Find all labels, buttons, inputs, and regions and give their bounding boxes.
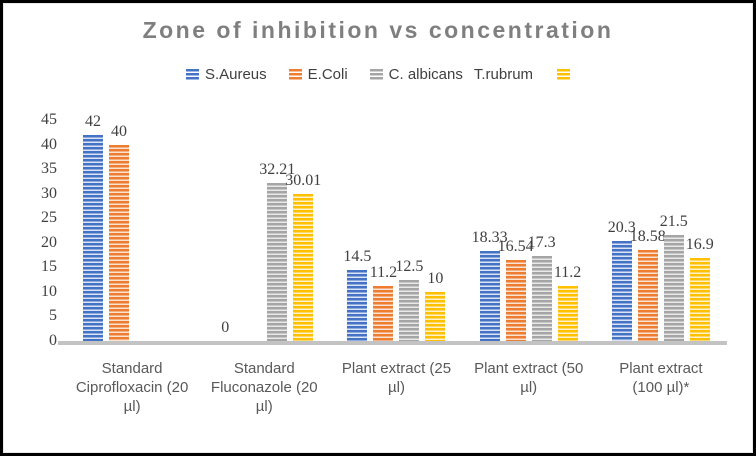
bar-trubrum: [689, 258, 710, 341]
legend-swatch-icon: [288, 68, 302, 81]
bar-value-label: 18.33: [471, 229, 508, 246]
bar-value-label: 11.2: [369, 264, 398, 281]
bar-value-label: 0: [221, 319, 230, 336]
y-axis-tick-label: 15: [41, 258, 57, 276]
legend-item-saureus: S.Aureus: [185, 66, 267, 83]
legend-label: S.Aureus: [204, 66, 267, 83]
bar-trubrum: [293, 194, 314, 341]
bar-calbicans: [267, 183, 288, 341]
legend-label: E.Coli: [307, 66, 348, 83]
y-axis-tick-label: 30: [41, 184, 57, 202]
bar-value-label: 16.54: [497, 238, 534, 255]
bar-saureus: [347, 270, 368, 341]
y-axis-tick-label: 20: [41, 233, 57, 251]
category-label: Standard Fluconazole (20 µl): [210, 360, 318, 415]
bar-saureus: [83, 135, 103, 341]
bar-value-label: 10: [427, 270, 444, 287]
y-axis-tick-label: 0: [49, 332, 57, 349]
bar-value-label: 32.21: [259, 161, 296, 178]
bar-value-label: 11.2: [553, 264, 582, 281]
bar-value-label: 18.58: [629, 228, 666, 245]
category-label: Standard Ciprofloxacin (20 µl): [75, 360, 189, 415]
bar-ecoli: [505, 260, 526, 341]
legend-item-calbicans: C. albicans: [369, 66, 463, 83]
bar-value-label: 21.5: [659, 213, 688, 230]
legend-label: C. albicans: [388, 66, 463, 83]
y-axis-tick-label: 35: [41, 160, 57, 178]
legend-item-trubrum: T.rubrum: [473, 66, 571, 83]
y-axis-tick-label: 45: [41, 111, 57, 128]
category-label: Plant extract (25 µl): [341, 360, 452, 396]
bar-trubrum: [557, 286, 578, 341]
bar-ecoli: [373, 286, 394, 341]
bar-value-label: 42: [85, 113, 101, 130]
bar-calbicans: [531, 256, 552, 341]
bar-value-label: 16.9: [685, 236, 714, 253]
y-axis-tick-label: 5: [49, 307, 57, 325]
legend-label: T.rubrum: [473, 66, 534, 83]
bar-saureus: [611, 241, 632, 341]
bar-ecoli: [637, 250, 658, 341]
bar-calbicans: [663, 235, 684, 341]
bar-value-label: 20.3: [607, 219, 636, 236]
y-axis-tick-label: 25: [41, 209, 57, 227]
x-axis-line: [58, 341, 727, 345]
bar-ecoli: [109, 145, 129, 341]
bar-value-label: 12.5: [395, 258, 424, 275]
legend-item-ecoli: E.Coli: [288, 66, 348, 83]
y-axis-tick-label: 40: [41, 135, 57, 153]
bar-value-label: 30.01: [285, 172, 322, 189]
bar-saureus: [479, 251, 500, 341]
chart-title: Zone of inhibition vs concentration: [142, 17, 614, 43]
legend-swatch-icon: [185, 68, 199, 81]
bar-trubrum: [425, 292, 446, 341]
category-label: Plant extract (100 µl)*: [619, 360, 703, 396]
bar-calbicans: [399, 280, 420, 341]
legend-swatch-icon: [557, 68, 571, 81]
y-axis-tick-label: 10: [41, 282, 57, 300]
legend: S.Aureus E.Coli C. albicans T.rubrum: [3, 66, 753, 83]
bar-value-label: 17.3: [527, 234, 556, 251]
bar-value-label: 14.5: [343, 248, 372, 265]
legend-swatch-icon: [369, 68, 383, 81]
category-label: Plant extract (50 µl): [474, 360, 584, 396]
bar-value-label: 40: [111, 123, 127, 140]
